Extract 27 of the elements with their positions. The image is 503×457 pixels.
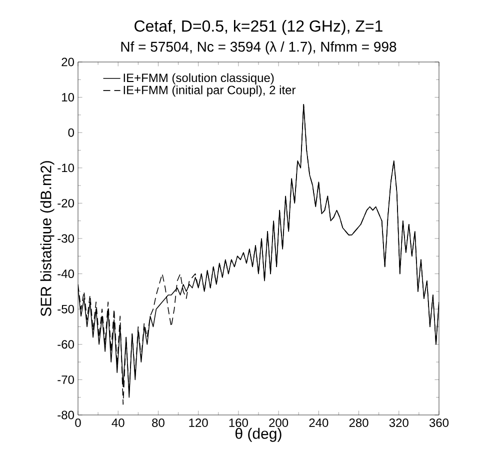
legend-label: IE+FMM (initial par Coupl), 2 iter [124,85,296,97]
y-tick-label: -50 [58,304,74,314]
y-tick-label: -40 [58,270,74,278]
chart-title: Cetaf, D=0.5, k=251 (12 GHz), Z=1 [134,20,382,35]
y-tick-label: 20 [62,58,74,66]
y-tick-label: -30 [58,234,74,243]
y-tick-label: -80 [58,410,74,420]
x-tick-label: 80 [152,418,164,428]
x-tick-label: 160 [229,418,248,428]
y-tick-label: 0 [68,128,74,137]
x-axis-title: θ (deg) [236,428,282,442]
x-tick-label: 0 [75,418,81,428]
x-tick-label: 40 [112,418,124,428]
legend-label: IE+FMM (solution classique) [124,73,274,84]
chart-subtitle: Nf = 57504, Nc = 3594 (λ / 1.7), Nfmm = 998 [121,41,396,54]
x-tick-label: 280 [349,418,368,428]
x-tick-label: 120 [189,418,208,428]
y-tick-label: -70 [58,375,74,384]
x-tick-label: 240 [309,418,328,428]
x-tick-label: 200 [269,418,288,428]
y-axis-title: SER bistatique (dB.m2) [40,161,54,316]
y-tick-label: -60 [58,340,74,349]
y-tick-label: -20 [58,198,74,208]
x-tick-label: 360 [429,418,449,428]
y-tick-label: -10 [58,164,74,172]
y-tick-label: 10 [62,93,74,102]
x-tick-label: 320 [389,418,408,428]
